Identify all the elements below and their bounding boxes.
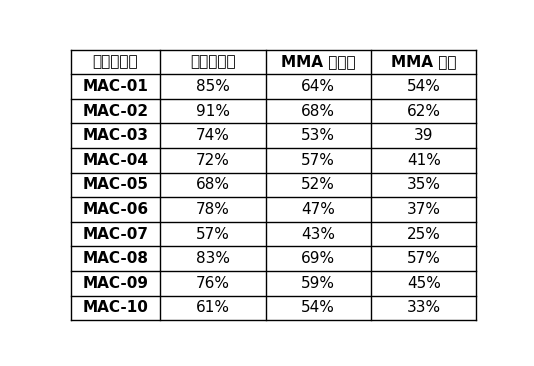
Text: MAC-05: MAC-05 bbox=[82, 178, 148, 192]
Text: 78%: 78% bbox=[196, 202, 230, 217]
Text: 72%: 72% bbox=[196, 153, 230, 168]
Text: 68%: 68% bbox=[196, 178, 230, 192]
Text: 57%: 57% bbox=[196, 227, 230, 242]
Text: 91%: 91% bbox=[196, 104, 230, 119]
Text: 57%: 57% bbox=[407, 251, 441, 266]
Text: MAC-01: MAC-01 bbox=[83, 79, 148, 94]
Text: 57%: 57% bbox=[301, 153, 335, 168]
Text: MAC-09: MAC-09 bbox=[82, 276, 148, 291]
Text: 43%: 43% bbox=[301, 227, 335, 242]
Text: 53%: 53% bbox=[301, 128, 335, 143]
Text: 37%: 37% bbox=[407, 202, 441, 217]
Text: 69%: 69% bbox=[301, 251, 335, 266]
Text: MAC-08: MAC-08 bbox=[82, 251, 148, 266]
Text: 54%: 54% bbox=[407, 79, 441, 94]
Text: 62%: 62% bbox=[407, 104, 441, 119]
Text: 39: 39 bbox=[414, 128, 434, 143]
Text: MAC-07: MAC-07 bbox=[82, 227, 148, 242]
Text: 59%: 59% bbox=[301, 276, 335, 291]
Text: 83%: 83% bbox=[196, 251, 230, 266]
Text: 41%: 41% bbox=[407, 153, 441, 168]
Text: 35%: 35% bbox=[407, 178, 441, 192]
Text: MMA 收率: MMA 收率 bbox=[391, 55, 457, 69]
Text: 68%: 68% bbox=[301, 104, 335, 119]
Text: MAC-03: MAC-03 bbox=[82, 128, 148, 143]
Text: 45%: 45% bbox=[407, 276, 441, 291]
Text: MAC-06: MAC-06 bbox=[82, 202, 148, 217]
Text: MMA 选择性: MMA 选择性 bbox=[281, 55, 356, 69]
Text: MAC-04: MAC-04 bbox=[82, 153, 148, 168]
Text: MAC-02: MAC-02 bbox=[82, 104, 148, 119]
Text: 52%: 52% bbox=[301, 178, 335, 192]
Text: 61%: 61% bbox=[196, 300, 230, 315]
Text: 33%: 33% bbox=[407, 300, 441, 315]
Text: MAC-10: MAC-10 bbox=[83, 300, 148, 315]
Text: 47%: 47% bbox=[301, 202, 335, 217]
Text: 催化剂编号: 催化剂编号 bbox=[93, 55, 138, 69]
Text: 25%: 25% bbox=[407, 227, 441, 242]
Text: 74%: 74% bbox=[196, 128, 230, 143]
Text: 54%: 54% bbox=[301, 300, 335, 315]
Text: 76%: 76% bbox=[196, 276, 230, 291]
Text: 甲醛转化率: 甲醛转化率 bbox=[190, 55, 235, 69]
Text: 85%: 85% bbox=[196, 79, 230, 94]
Text: 64%: 64% bbox=[301, 79, 335, 94]
